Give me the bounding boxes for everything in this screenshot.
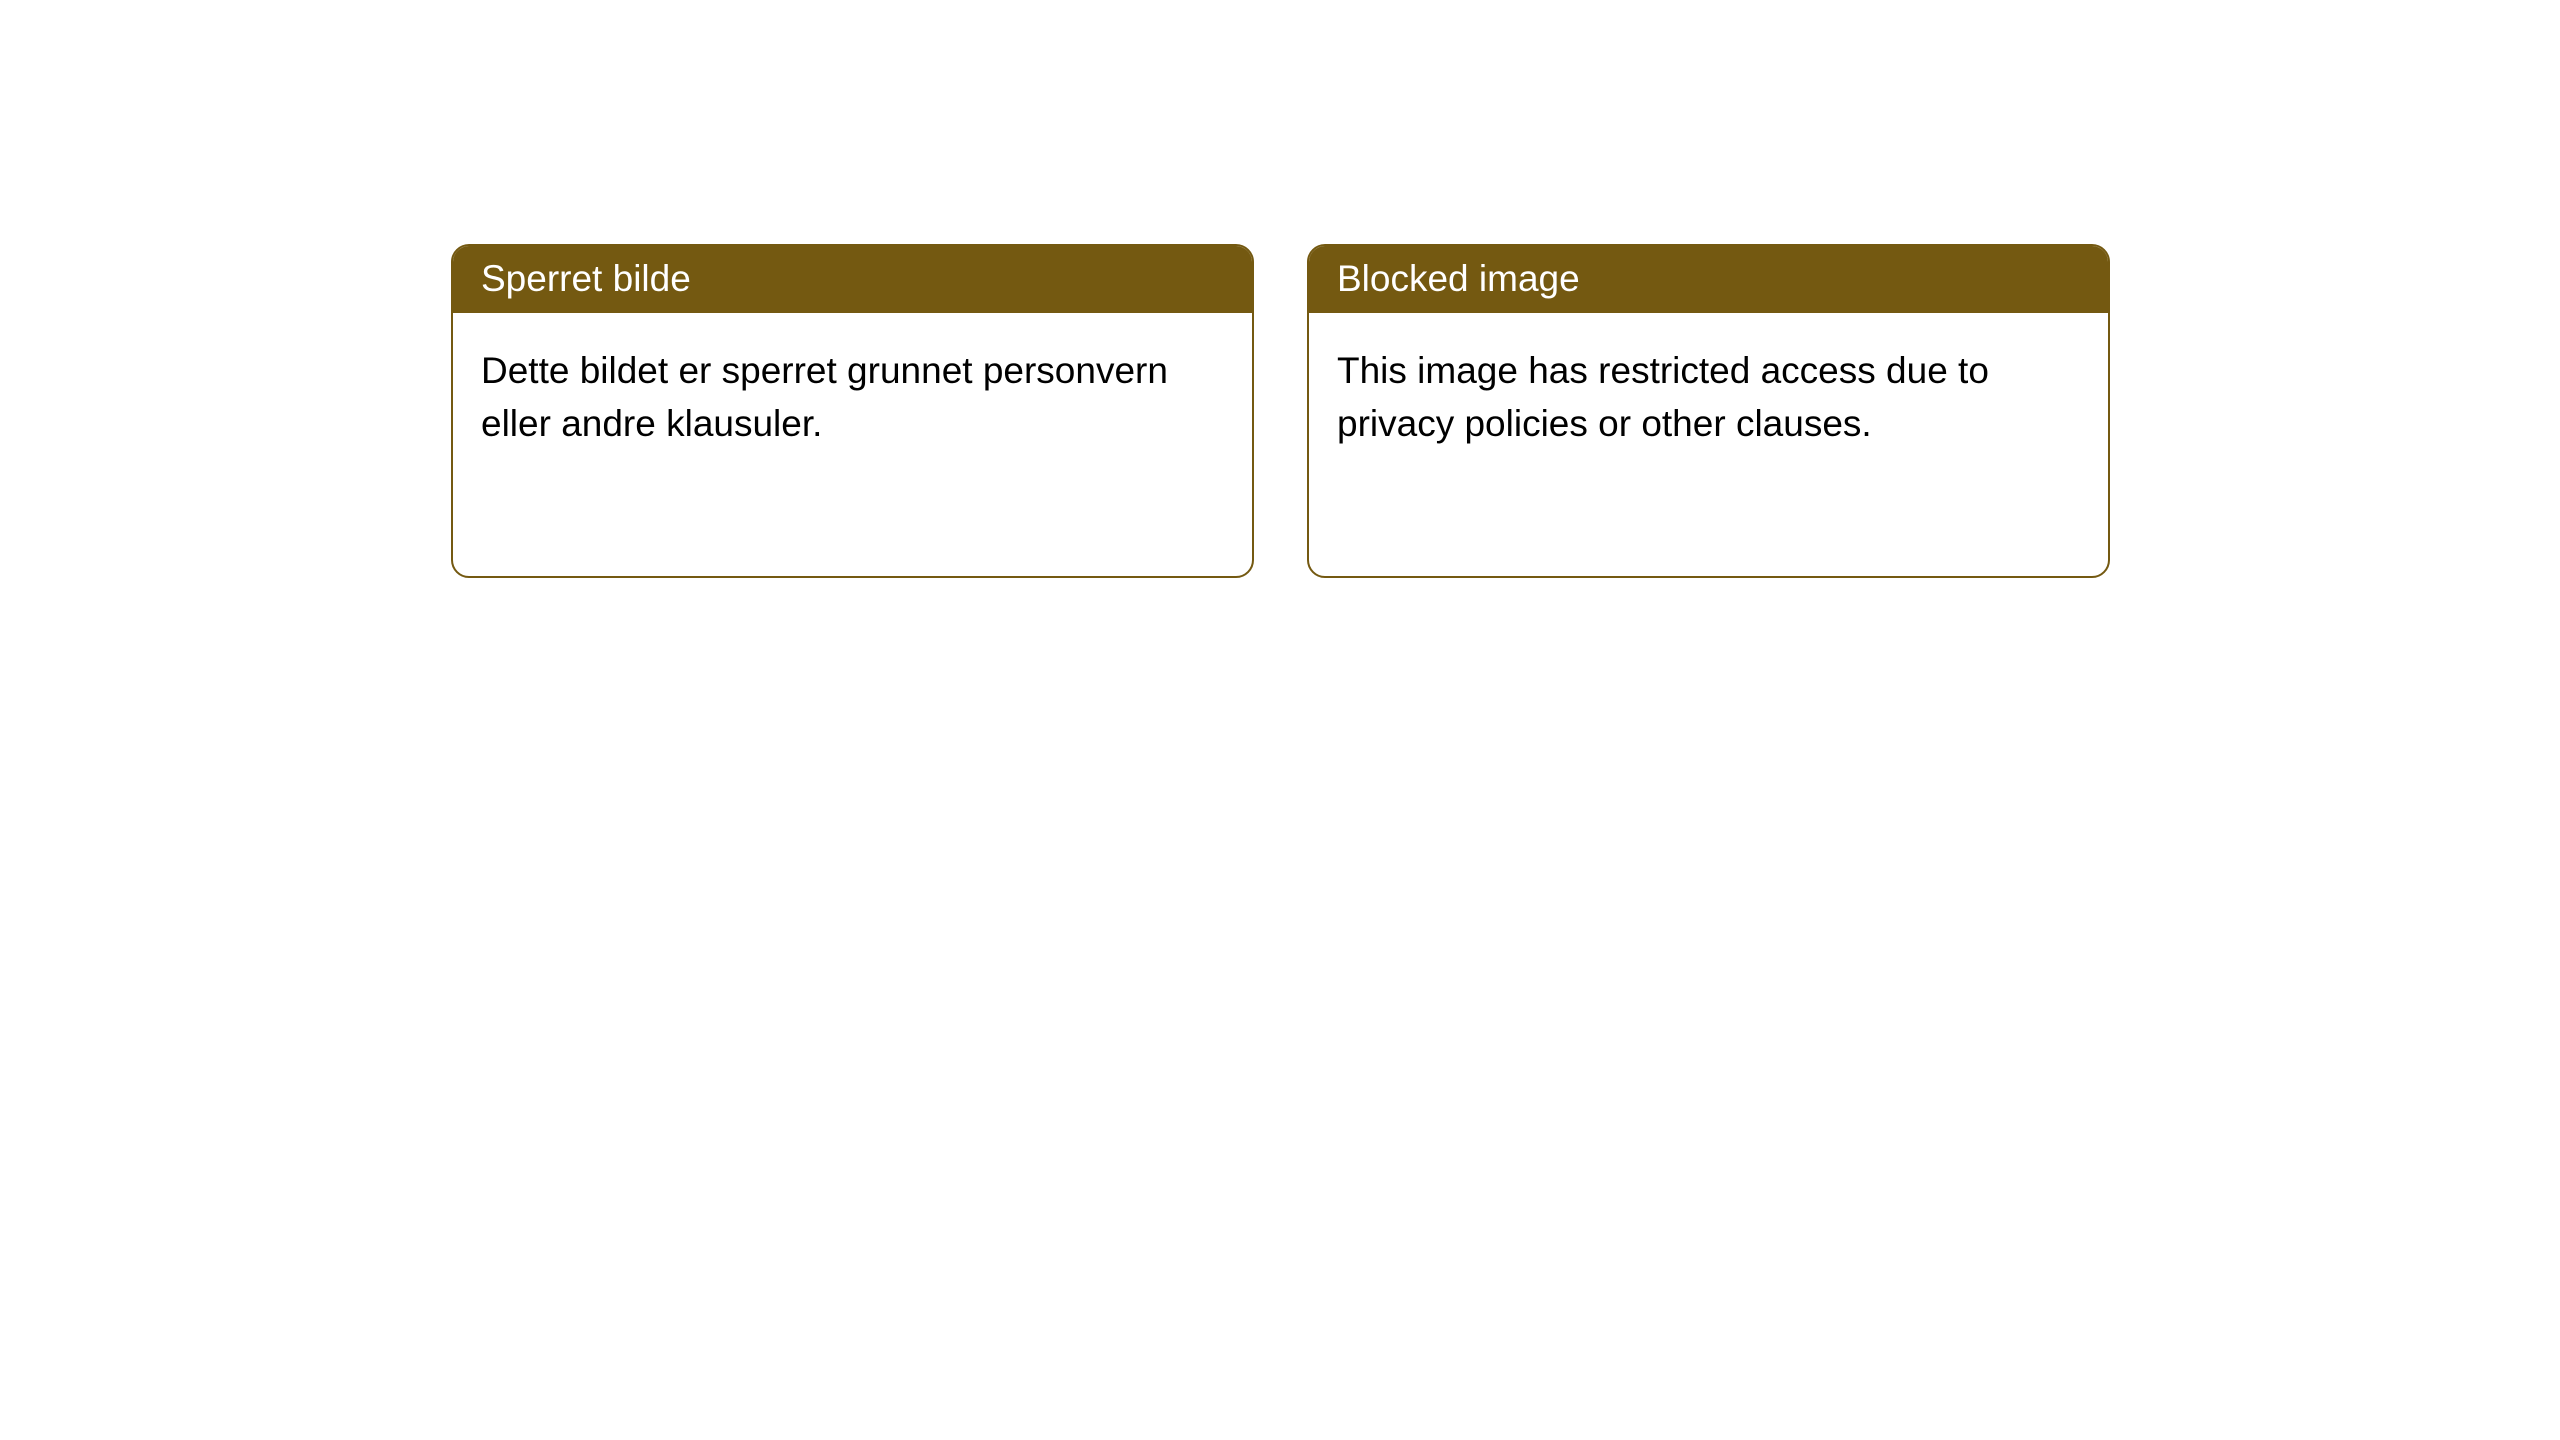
card-title: Blocked image [1337,258,1580,300]
card-title: Sperret bilde [481,258,691,300]
card-body: Dette bildet er sperret grunnet personve… [453,313,1252,576]
card-header: Sperret bilde [453,246,1252,313]
notice-card-norwegian: Sperret bilde Dette bildet er sperret gr… [451,244,1254,578]
card-message: Dette bildet er sperret grunnet personve… [481,345,1224,450]
card-body: This image has restricted access due to … [1309,313,2108,576]
card-message: This image has restricted access due to … [1337,345,2080,450]
card-header: Blocked image [1309,246,2108,313]
notice-card-english: Blocked image This image has restricted … [1307,244,2110,578]
notice-container: Sperret bilde Dette bildet er sperret gr… [451,244,2110,578]
